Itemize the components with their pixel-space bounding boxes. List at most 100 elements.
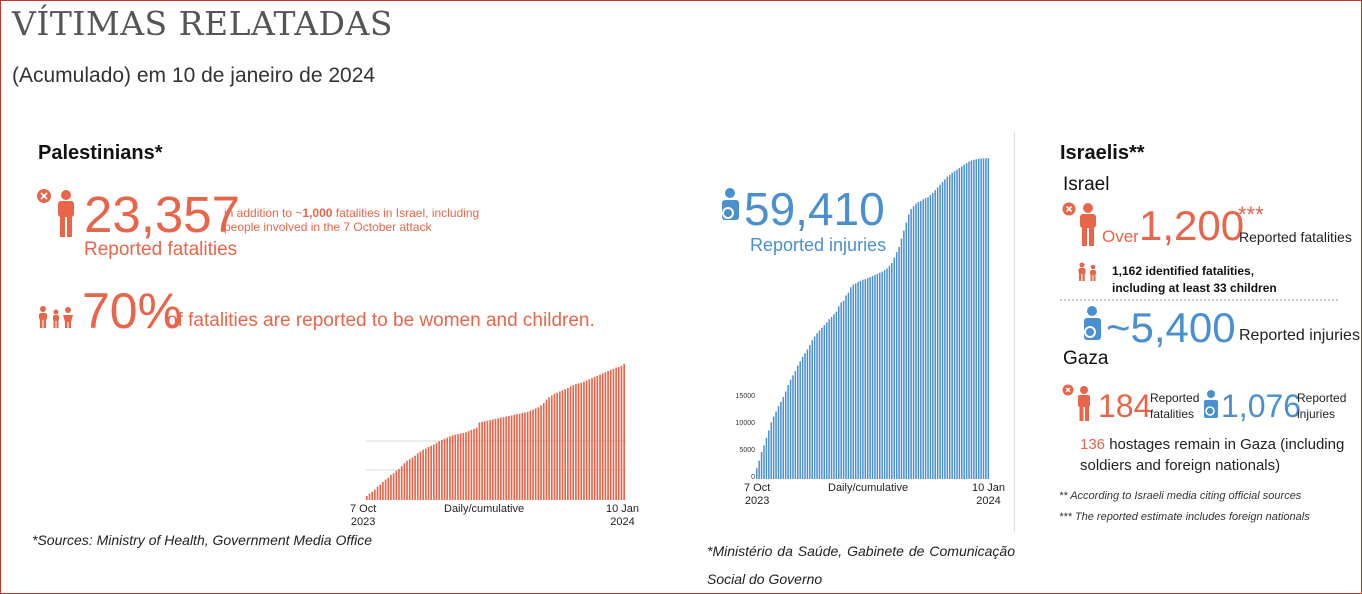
gaza-label: Gaza [1063,348,1109,369]
injuries-bar [818,330,821,479]
injuries-bar [910,209,912,479]
injuries-bar [806,349,809,479]
israel-fatality-icon [1062,202,1096,246]
injuries-bar [804,353,806,479]
hostages-value: 136 [1080,436,1106,453]
israel-divider [1060,299,1338,301]
fatalities-bar [422,449,424,500]
fatalities-bar [585,380,588,500]
injuries-bar [838,306,840,479]
fatalities-bar [607,371,609,500]
gaza-injuries-label: Reported injuries [1297,391,1347,421]
injuries-bar [915,203,917,479]
fatalities-bar [459,433,462,500]
fatalities-bar [494,418,497,500]
injuries-bar [821,327,823,479]
fatalities-bar [502,417,505,500]
israel-injured-icon [1084,306,1101,340]
footnote-estimate: *** The reported estimate includes forei… [1059,511,1310,523]
fatalities-bar [617,367,620,500]
fatalities-bar [400,466,403,500]
fatalities-bar [550,395,553,500]
injuries-bar [948,174,951,480]
fatalities-bar [438,441,441,500]
injuries-bar [789,379,792,479]
injuries-bar [866,278,869,479]
israel-fatalities-stars: *** [1238,202,1264,227]
injuries-bar [869,277,871,479]
fatalities-bar [548,397,550,500]
fatalities-bar [454,434,457,500]
injuries-bar [975,159,978,479]
fatalities-note-bold: 1,000 [302,206,333,220]
injuries-bar [816,333,818,479]
fatalities-bar [384,479,387,500]
fatalities-bar [580,382,583,500]
injuries-bar [968,161,970,480]
fatalities-bar [451,435,454,500]
injuries-bar [857,281,859,479]
injuries-bar [982,158,985,479]
injuries-bar [756,468,758,479]
injuries-bar [784,391,787,479]
fatalities-chart-mid-label: Daily/cumulative [444,503,525,515]
injuries-bar [842,300,845,479]
injuries-value: 59,410 [744,183,885,235]
injuries-bar [985,158,987,480]
palestinian-fatalities-label: Reported fatalities [84,239,238,260]
gaza-injuries-value: 1,076 [1221,388,1302,424]
fatalities-bar [457,434,459,500]
injuries-bar [956,169,958,479]
injuries-bar [763,445,765,479]
fatalities-chart-end-label: 10 Jan 2024 [606,503,640,528]
injuries-bar [847,292,850,479]
palestinians-sources: *Sources: Ministry of Health, Government… [32,532,373,548]
fatalities-bar-chart [366,363,626,500]
fatalities-bar [433,444,435,500]
injuries-bar [794,371,797,479]
fatalities-bar [374,489,376,500]
fatalities-chart-start-label: 7 Oct 2023 [350,503,377,528]
page-subtitle: (Acumulado) em 10 de janeiro de 2024 [12,64,376,87]
fatalities-bar [478,422,481,500]
injuries-bar [801,356,804,479]
over-text: Over [1102,227,1139,246]
fatalities-bar [583,381,585,500]
page-title: VÍTIMAS RELATADAS [12,4,393,43]
fatalities-bar [518,413,521,500]
fatalities-bar [545,399,548,500]
israel-injuries-value: ~5,400 [1106,304,1236,351]
injuries-bar [871,275,874,479]
injuries-bar [859,280,862,479]
fatalities-bar [379,484,382,500]
injuries-bar [835,311,838,479]
fatalities-bar [446,437,449,500]
women-children-share-label: of fatalities are reported to be women a… [167,310,595,331]
fatalities-bar [366,495,368,500]
fatalities-bar [537,407,540,500]
fatalities-bar [564,389,567,500]
fatalities-bar [483,421,486,500]
fatalities-bar [604,372,607,500]
injuries-bar [944,179,946,480]
fatalities-bar [403,463,406,500]
injuries-bar [927,197,929,479]
fatalities-bar [526,411,529,500]
fatalities-bar [497,418,499,500]
injuries-bar [920,200,922,479]
injuries-bar [813,336,816,479]
women-children-icon [39,306,73,328]
injuries-bar [768,430,770,479]
injuries-bar [934,190,937,479]
fatalities-note: in addition to ~1,000 fatalities in Isra… [224,206,479,234]
fatalities-bar [599,374,601,500]
injuries-bar [886,268,888,479]
injuries-bar [770,422,772,479]
fatalities-bar [508,416,510,500]
footnote-media: ** According to Israeli media citing off… [1059,490,1302,502]
fatalities-bar [534,408,537,500]
fatalities-bar [524,412,526,500]
fatalities-bar [414,455,416,500]
gaza-fatalities-label: Reported fatalities [1150,391,1200,421]
